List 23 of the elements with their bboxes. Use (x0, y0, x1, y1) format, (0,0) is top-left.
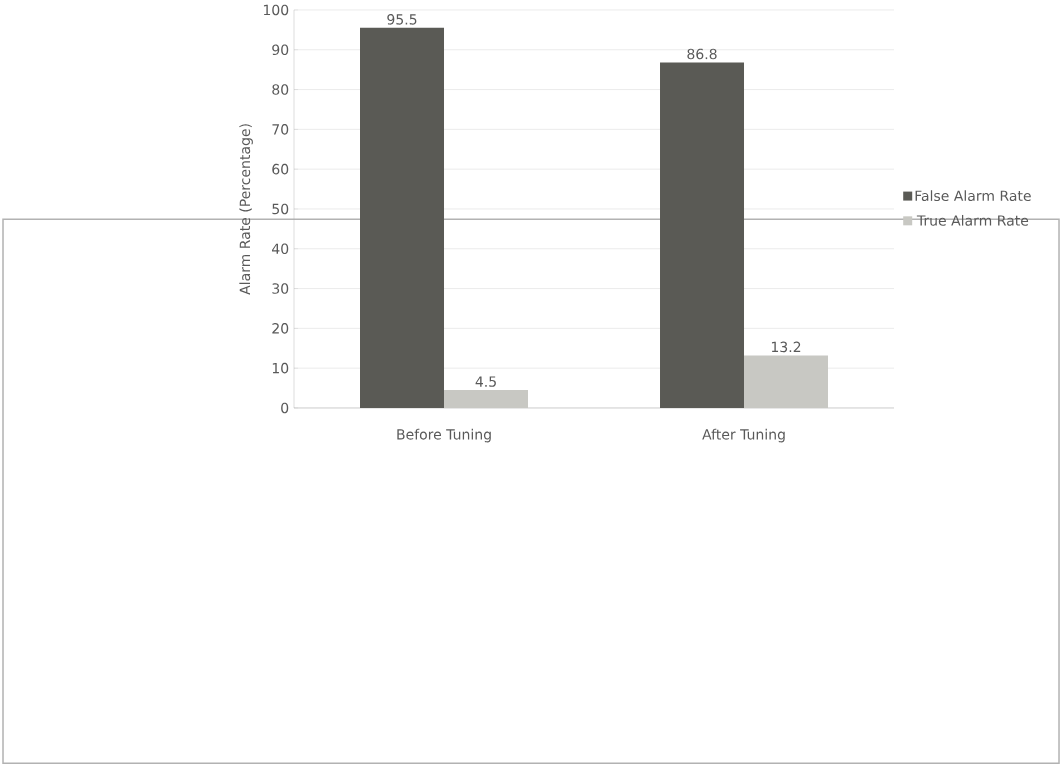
x-tick-label: After Tuning (702, 428, 785, 443)
y-tick-label: 90 (272, 44, 289, 55)
data-label: 4.5 (475, 376, 496, 387)
bar (360, 27, 444, 408)
legend-label: True Alarm Rate (916, 214, 1029, 226)
data-label: 95.5 (387, 13, 417, 25)
data-label: 86.8 (687, 48, 717, 60)
y-tick-label: 70 (272, 123, 289, 135)
y-tick-label: 100 (263, 4, 289, 16)
y-axis-title: Alarm Rate (Percentage) (239, 124, 253, 295)
y-tick-label: 60 (272, 163, 289, 175)
x-tick-label: Before Tuning (397, 428, 491, 443)
y-tick-label: 40 (272, 243, 289, 254)
y-tick-label: 0 (281, 402, 289, 414)
y-tick-label: 50 (272, 203, 289, 215)
y-tick-label: 80 (272, 84, 289, 95)
bar (660, 62, 745, 408)
y-tick-label: 20 (272, 322, 289, 334)
y-tick-label: 30 (272, 283, 289, 294)
data-label: 13.2 (771, 341, 801, 353)
y-tick-label: 10 (272, 362, 289, 374)
legend-label: False Alarm Rate (915, 190, 1031, 201)
bar (444, 389, 529, 408)
